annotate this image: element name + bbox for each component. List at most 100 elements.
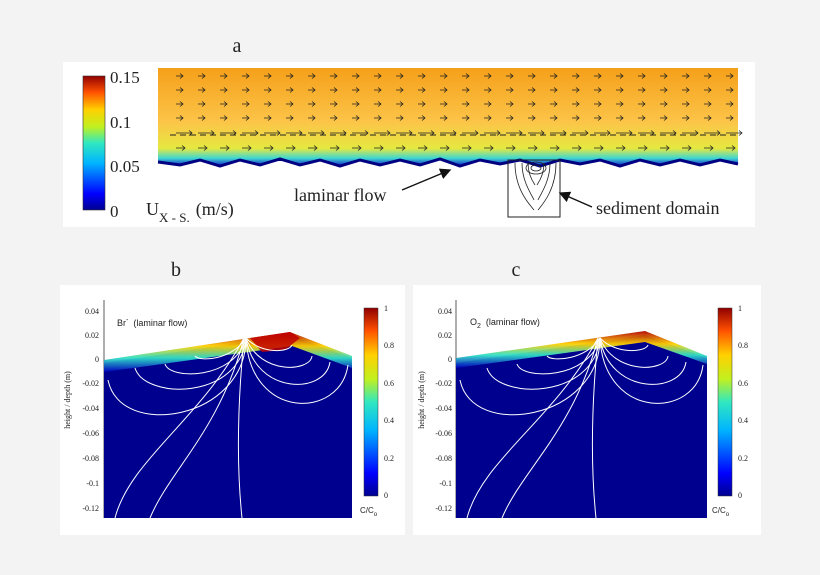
panel-c-colorbar-tick: 0.2 [738,454,748,463]
velocity-arrow [550,101,558,107]
velocity-arrow [462,87,470,93]
panel-c-plot-title: O2 (laminar flow) [470,317,540,330]
panel-b-colorbar [363,307,379,497]
velocity-arrow [308,87,316,93]
panel-c-y-tick: 0.04 [438,307,452,316]
velocity-arrow [616,87,624,93]
velocity-arrow [176,115,184,121]
velocity-arrow [506,115,514,121]
velocity-arrow [484,130,501,136]
panel-b-colorbar-tick: 0.8 [384,341,394,350]
velocity-arrow [308,101,316,107]
velocity-arrow [484,101,492,107]
velocity-arrow [286,87,294,93]
panel-a-colorbar [82,75,106,211]
velocity-arrow [286,73,294,79]
velocity-arrow [352,130,369,136]
velocity-arrow [198,87,206,93]
velocity-arrow [286,101,294,107]
velocity-arrow [506,73,514,79]
velocity-arrow [528,115,536,121]
velocity-arrow [264,145,274,151]
panel-c-y-tick: -0.06 [435,429,452,438]
velocity-arrow [352,87,360,93]
panel-b-plot-title: Br- (laminar flow) [117,317,187,328]
panel-b-label: b [171,259,181,281]
panel-c-colorbar-tick: 0.8 [738,341,748,350]
velocity-arrow [660,130,677,136]
panel-c-y-axis-label: height / depth (m) [417,371,426,429]
velocity-arrow [198,130,215,136]
panel-a-annotation-laminar-flow: laminar flow [294,185,386,205]
velocity-arrow [506,145,516,151]
velocity-arrow [550,145,560,151]
velocity-arrow [440,87,448,93]
velocity-arrow [528,145,538,151]
velocity-arrow [616,130,633,136]
velocity-arrow [506,101,514,107]
panel-b-sediment-field [104,335,352,518]
panel-a-colorbar-tick: 0 [110,202,119,221]
velocity-arrow [616,73,624,79]
velocity-arrow [682,73,690,79]
velocity-arrow [374,73,382,79]
velocity-arrow [462,73,470,79]
velocity-arrow [528,130,545,136]
velocity-arrow [594,73,602,79]
velocity-arrow [440,101,448,107]
velocity-arrow [220,87,228,93]
velocity-arrow [396,87,404,93]
velocity-arrow [528,87,536,93]
velocity-arrow [484,87,492,93]
velocity-arrow [726,130,743,136]
velocity-arrow [308,130,325,136]
velocity-arrow [550,73,558,79]
velocity-arrow [704,87,712,93]
panel-a-bed-surface [157,157,739,168]
velocity-arrow [264,115,272,121]
velocity-arrow [484,145,494,151]
velocity-arrow [550,87,558,93]
panel-c-sediment-field [456,335,707,518]
velocity-arrow [638,145,648,151]
velocity-arrow [594,115,602,121]
velocity-arrow [572,73,580,79]
velocity-arrow [418,87,426,93]
panel-b-colorbar-tick: 1 [384,304,388,313]
velocity-arrow [572,130,589,136]
panel-b-colorbar-tick: 0.2 [384,454,394,463]
panel-b-y-tick: -0.12 [82,504,99,513]
velocity-arrow [660,73,668,79]
velocity-arrow [286,130,303,136]
velocity-arrow [440,130,457,136]
velocity-arrow [726,73,734,79]
panel-c-colorbar-label: C/Co [712,506,730,518]
panel-c-y-axis: 0.04 0.02 0 -0.02 -0.04 -0.06 -0.08 -0.1… [435,307,452,513]
velocity-arrow [242,115,250,121]
velocity-arrow [352,101,360,107]
panel-a-units-label: UX - S. (m/s) [146,199,234,225]
velocity-arrow [308,115,316,121]
velocity-arrow [242,87,250,93]
velocity-arrow [462,115,470,121]
panel-b-y-tick: 0.02 [85,331,99,340]
velocity-arrow [374,115,382,121]
panel-a-annotation-arrow-right [558,191,593,208]
panel-a-colorbar-tick: 0.15 [110,68,140,87]
velocity-arrow [638,101,646,107]
panel-c-colorbar-tick: 0.4 [738,416,748,425]
velocity-arrow [264,101,272,107]
velocity-arrow [528,101,536,107]
velocity-arrow [704,101,712,107]
velocity-arrow [198,101,206,107]
panel-b-y-tick: -0.04 [82,404,99,413]
velocity-arrow [242,101,250,107]
velocity-arrow [682,87,690,93]
velocity-arrow [330,101,338,107]
panel-c-colorbar-tick: 0 [738,491,742,500]
velocity-arrow [550,130,567,136]
velocity-arrow [594,87,602,93]
panel-c-colorbar [717,307,733,497]
panel-a-velocity-vectors [176,73,743,151]
panel-c-colorbar-ticks: 1 0.8 0.6 0.4 0.2 0 [738,304,748,500]
